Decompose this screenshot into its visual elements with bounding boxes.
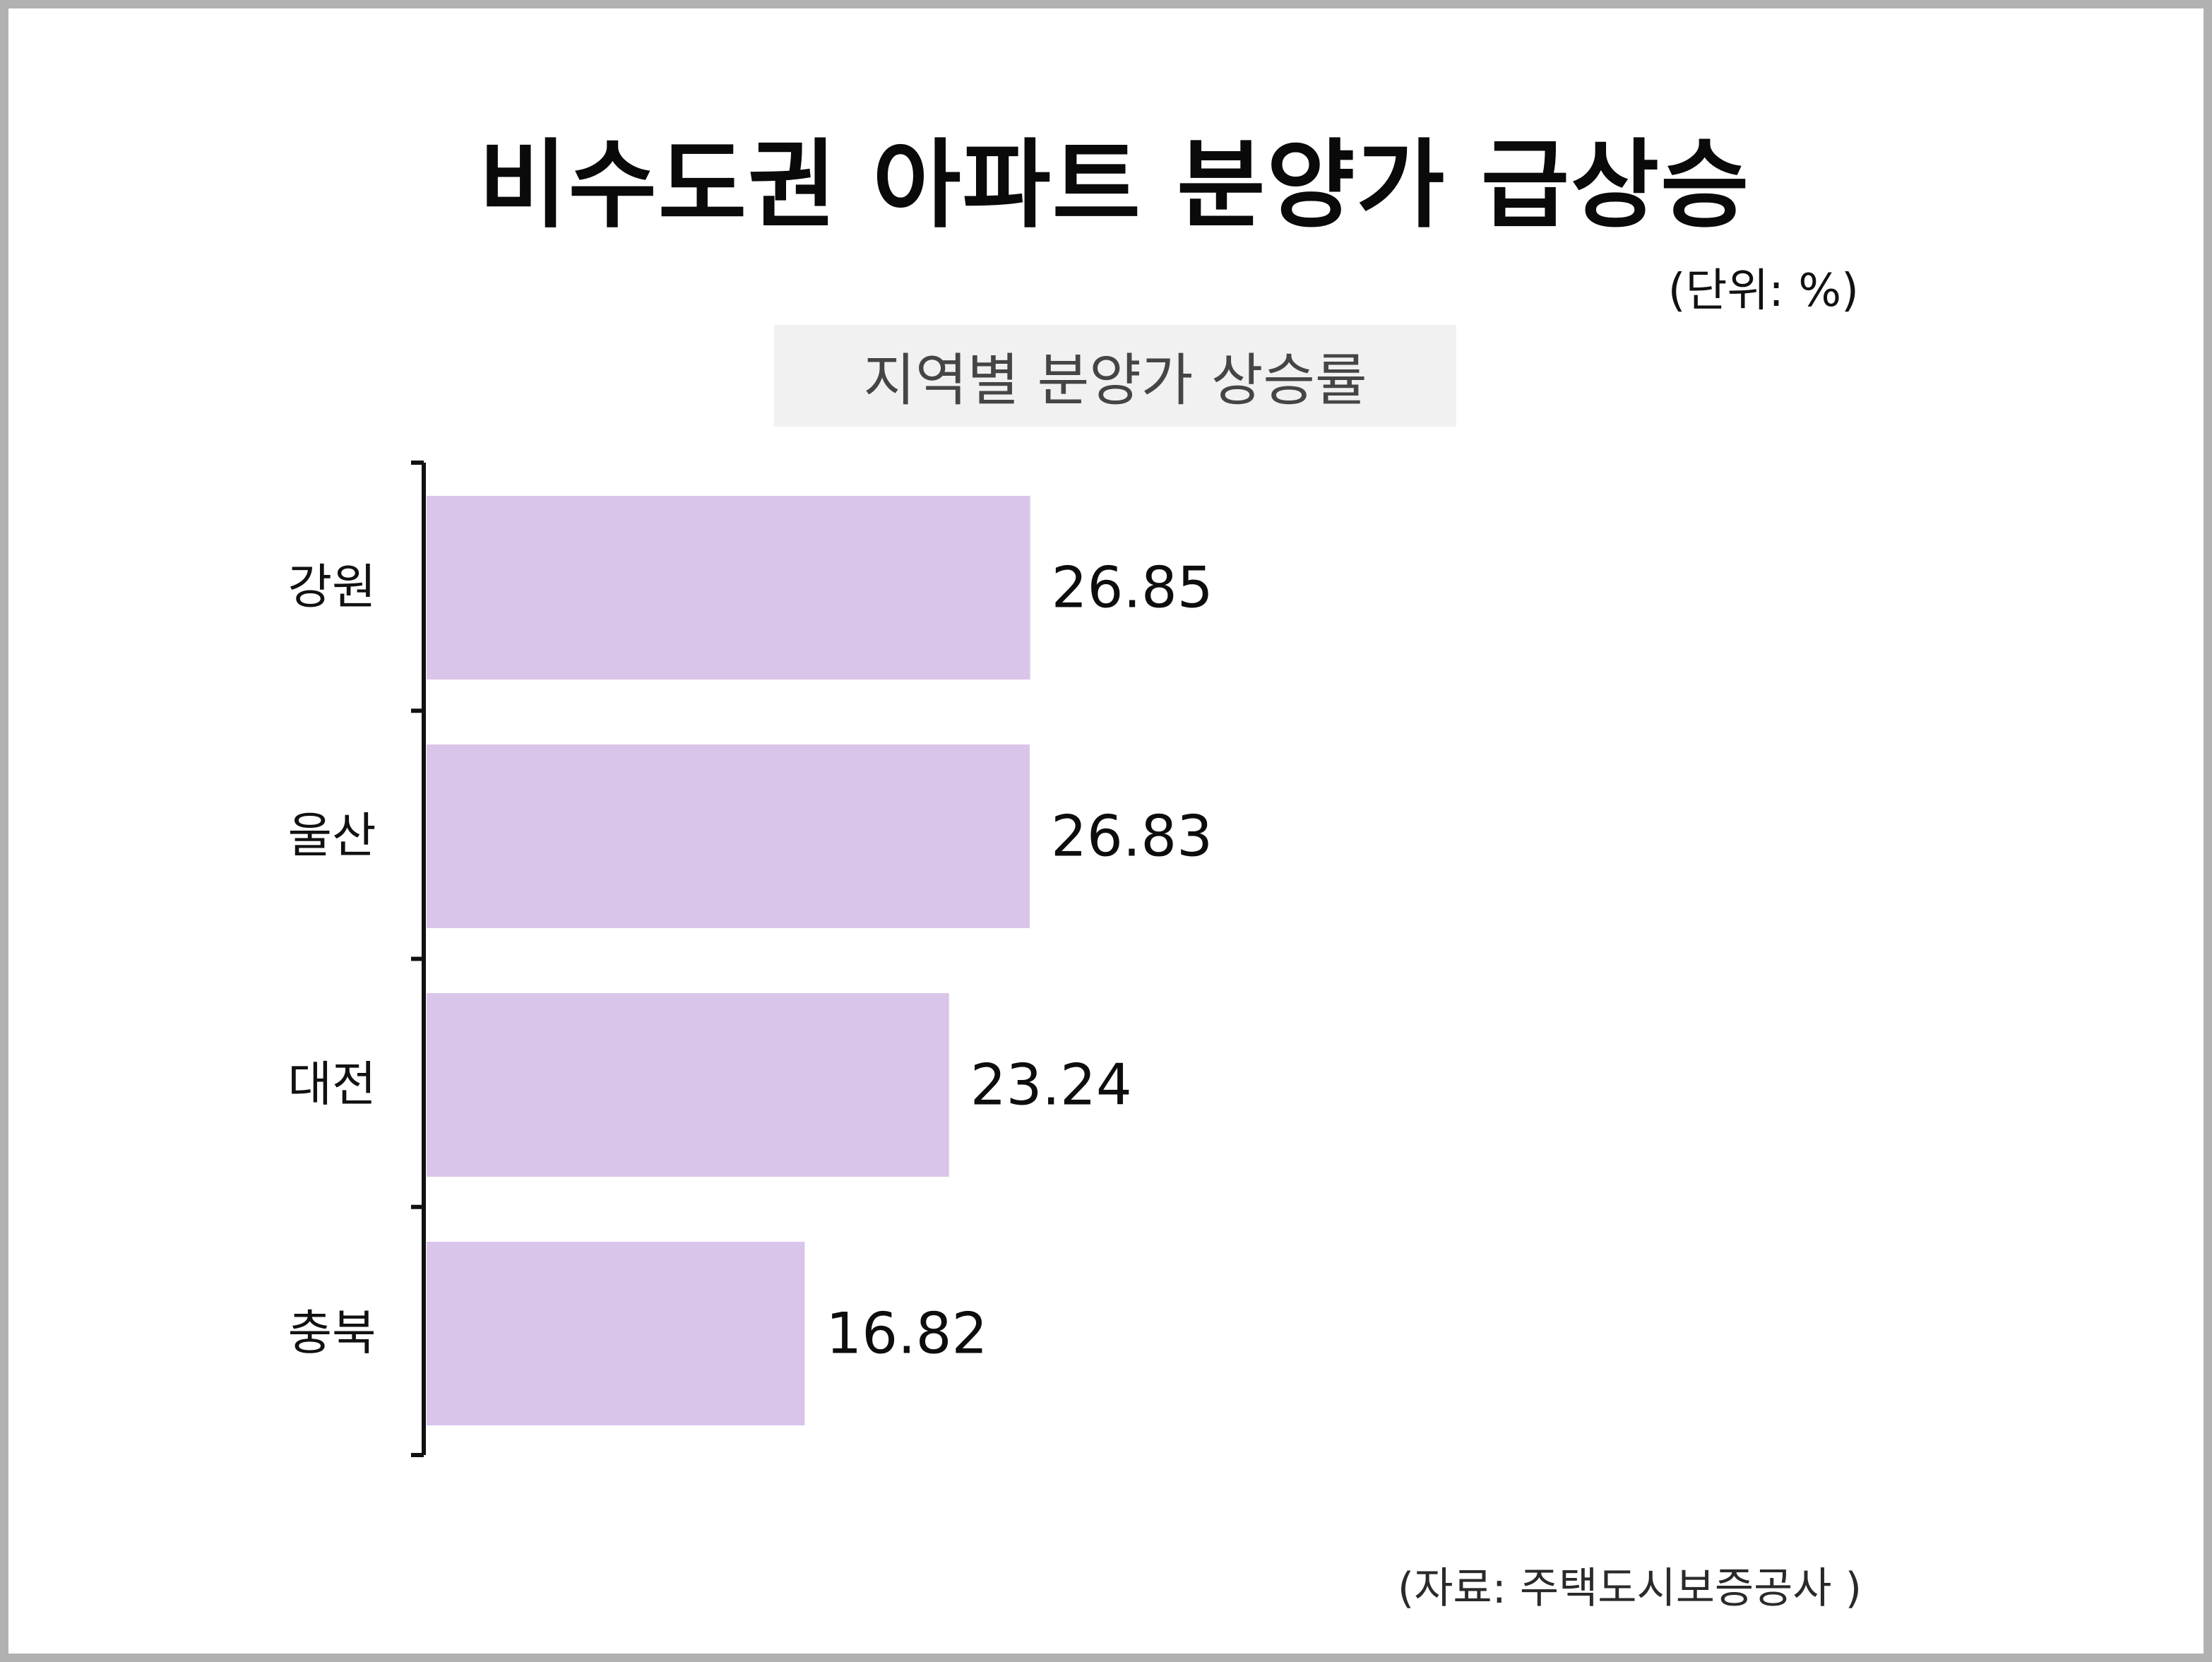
- chart-subtitle: 지역별 분양가 상승률: [774, 325, 1456, 427]
- main-title: 비수도권 아파트 분양가 급상승: [478, 130, 1751, 242]
- category-label: 대전: [287, 1057, 376, 1113]
- value-label: 26.85: [1052, 555, 1213, 621]
- value-label: 23.24: [970, 1052, 1132, 1118]
- value-label: 16.82: [826, 1301, 987, 1367]
- unit-label: (단위: %): [1667, 265, 1859, 317]
- category-label: 울산: [287, 809, 376, 865]
- bar: [427, 744, 1030, 928]
- category-label: 강원: [287, 560, 376, 616]
- bar: [427, 993, 949, 1177]
- source-note: (자료: 주택도시보증공사 ): [1397, 1564, 1862, 1613]
- category-label: 충북: [287, 1306, 376, 1362]
- bar: [427, 496, 1030, 679]
- bars: 26.85 26.83 23.24 16.82: [427, 496, 1213, 1425]
- bar: [427, 1242, 805, 1425]
- value-label: 26.83: [1051, 804, 1213, 869]
